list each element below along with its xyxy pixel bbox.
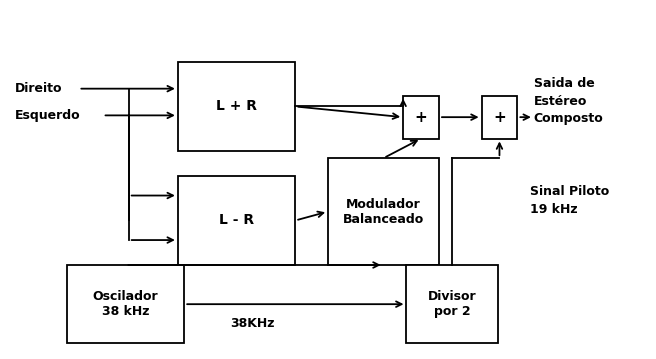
FancyBboxPatch shape	[67, 265, 184, 343]
Text: +: +	[493, 109, 506, 125]
Text: Direito: Direito	[14, 82, 62, 95]
Text: Saida de: Saida de	[534, 77, 594, 90]
Text: Composto: Composto	[534, 112, 604, 125]
FancyBboxPatch shape	[482, 96, 518, 139]
Text: L - R: L - R	[219, 214, 254, 228]
FancyBboxPatch shape	[406, 265, 498, 343]
FancyBboxPatch shape	[328, 158, 439, 265]
FancyBboxPatch shape	[178, 176, 295, 265]
Text: Divisor
por 2: Divisor por 2	[428, 290, 476, 318]
Text: Sinal Piloto: Sinal Piloto	[531, 186, 609, 199]
FancyBboxPatch shape	[403, 96, 439, 139]
Text: L + R: L + R	[216, 99, 257, 113]
Text: Oscilador
38 kHz: Oscilador 38 kHz	[92, 290, 158, 318]
Text: Modulador
Balanceado: Modulador Balanceado	[343, 197, 424, 225]
Text: Esquerdo: Esquerdo	[14, 109, 80, 122]
Text: 19 kHz: 19 kHz	[531, 203, 578, 216]
Text: Estéreo: Estéreo	[534, 95, 587, 108]
FancyBboxPatch shape	[178, 62, 295, 151]
Text: 38KHz: 38KHz	[231, 317, 275, 330]
Text: +: +	[415, 109, 428, 125]
